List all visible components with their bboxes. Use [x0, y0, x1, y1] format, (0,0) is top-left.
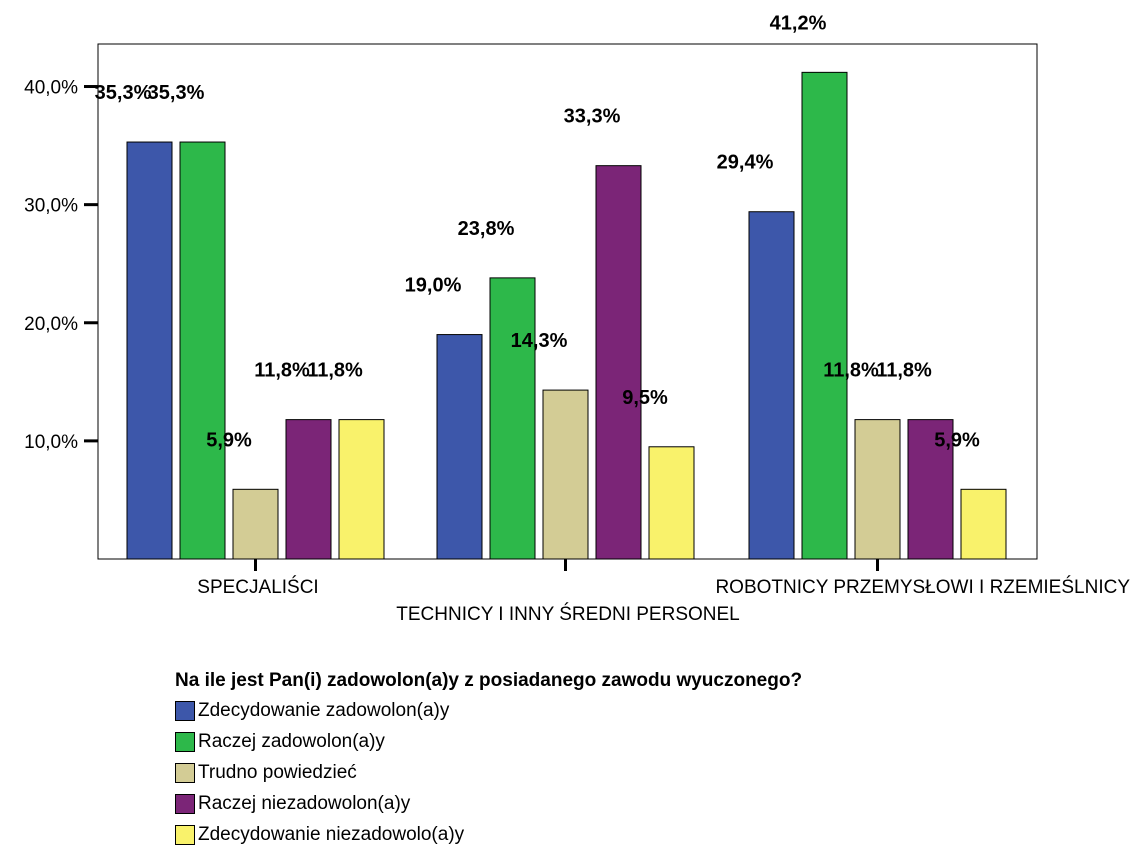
legend-item-zdecydowanie-zadowolony: Zdecydowanie zadowolon(a)y	[175, 695, 802, 726]
legend-swatch	[175, 824, 195, 845]
bar	[854, 419, 901, 560]
data-label: 11,8%	[254, 360, 310, 382]
legend-swatch	[175, 762, 195, 783]
bar	[126, 141, 173, 560]
data-label: 19,0%	[405, 275, 462, 297]
x-tick-label: SPECJALIŚCI	[197, 576, 318, 598]
data-label: 41,2%	[770, 12, 827, 34]
data-label: 35,3%	[95, 82, 152, 104]
legend-item-raczej-niezadowolony: Raczej niezadowolon(a)y	[175, 788, 802, 819]
legend-label: Raczej niezadowolon(a)y	[198, 792, 411, 814]
bar	[542, 389, 589, 560]
data-label: 5,9%	[934, 429, 980, 451]
bar	[960, 488, 1007, 560]
legend-swatch	[175, 793, 195, 814]
data-label: 35,3%	[148, 82, 205, 104]
x-tick-label: ROBOTNICY PRZEMYSŁOWI I RZEMIEŚLNICY	[715, 576, 1130, 598]
legend: Na ile jest Pan(i) zadowolon(a)y z posia…	[175, 670, 802, 850]
bar	[179, 141, 226, 560]
data-label: 14,3%	[511, 330, 568, 352]
bar	[801, 71, 848, 560]
y-tick-label: 10,0%	[24, 432, 78, 453]
data-label: 5,9%	[206, 429, 252, 451]
y-tick-label: 40,0%	[24, 78, 78, 99]
y-tick-label: 20,0%	[24, 314, 78, 335]
bar	[748, 211, 795, 560]
data-label: 23,8%	[458, 218, 515, 240]
legend-label: Raczej zadowolon(a)y	[198, 730, 385, 752]
data-label: 29,4%	[717, 152, 774, 174]
legend-title: Na ile jest Pan(i) zadowolon(a)y z posia…	[175, 670, 803, 691]
legend-label: Trudno powiedzieć	[198, 761, 357, 783]
data-label: 11,8%	[307, 360, 363, 382]
bar	[436, 334, 483, 560]
bar-chart: 10,0%20,0%30,0%40,0% 35,3%35,3%5,9%11,8%1…	[24, 12, 1130, 625]
data-label: 33,3%	[564, 106, 621, 128]
data-label: 9,5%	[622, 387, 668, 409]
x-tick-label: TECHNICY I INNY ŚREDNI PERSONEL	[396, 603, 739, 625]
bar	[285, 419, 332, 560]
legend-label: Zdecydowanie zadowolon(a)y	[198, 699, 450, 721]
legend-label: Zdecydowanie niezadowolo(a)y	[198, 823, 465, 845]
bar	[907, 419, 954, 560]
legend-item-zdecydowanie-niezadowolony: Zdecydowanie niezadowolo(a)y	[175, 819, 802, 850]
data-label: 11,8%	[823, 360, 879, 382]
legend-item-trudno-powiedziec: Trudno powiedzieć	[175, 757, 802, 788]
bar	[648, 446, 695, 560]
legend-swatch	[175, 731, 195, 752]
legend-swatch	[175, 700, 195, 721]
bar	[232, 488, 279, 560]
y-tick-label: 30,0%	[24, 196, 78, 217]
bar	[595, 165, 642, 560]
bar	[489, 277, 536, 560]
data-label: 11,8%	[876, 360, 932, 382]
legend-item-raczej-zadowolony: Raczej zadowolon(a)y	[175, 726, 802, 757]
bar	[338, 419, 385, 560]
